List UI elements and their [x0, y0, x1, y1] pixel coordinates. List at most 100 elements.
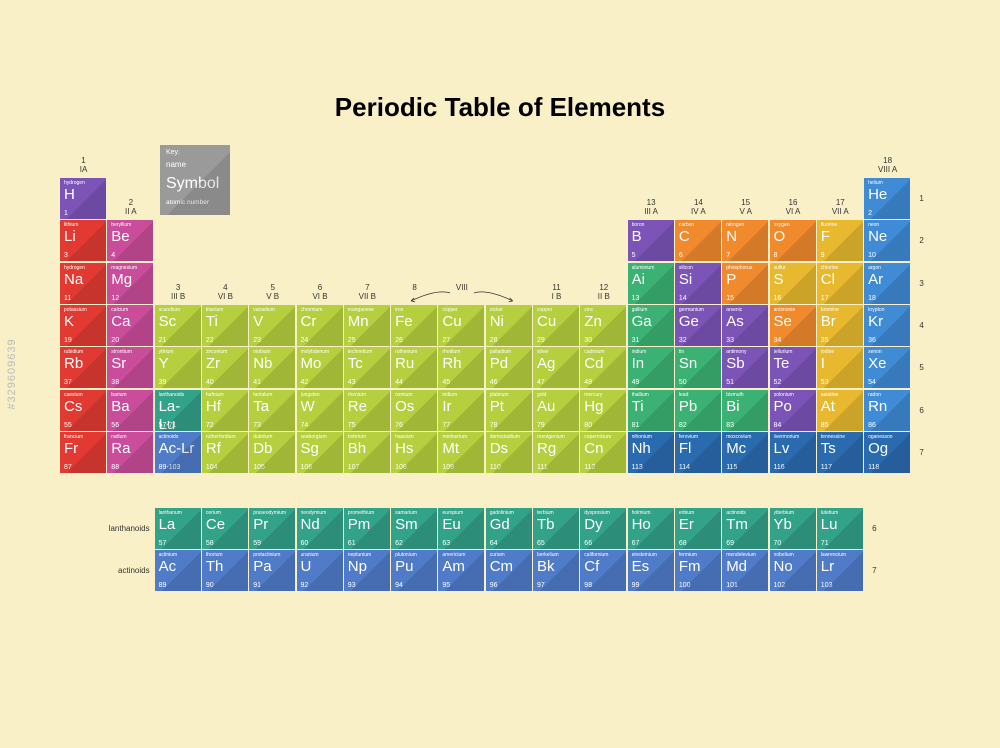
element-tile: fluorineF9 — [817, 220, 863, 261]
element-symbol: Ce — [206, 516, 244, 534]
element-symbol: Lv — [774, 440, 812, 458]
element-number: 20 — [111, 337, 119, 344]
element-tile: europiumEu63 — [438, 508, 484, 549]
element-number: 59 — [253, 540, 261, 547]
element-number: 116 — [774, 464, 785, 471]
element-number: 93 — [348, 582, 356, 589]
element-number: 29 — [537, 337, 545, 344]
element-symbol: Tb — [537, 516, 575, 534]
element-symbol: V — [253, 313, 291, 331]
element-number: 8 — [774, 252, 778, 259]
element-number: 76 — [395, 422, 403, 429]
element-symbol: Cn — [584, 440, 622, 458]
element-number: 54 — [868, 379, 876, 386]
element-tile: samariumSm62 — [391, 508, 437, 549]
element-symbol: Og — [868, 440, 906, 458]
element-tile: protactiniumPa91 — [249, 550, 295, 591]
element-number: 26 — [395, 337, 403, 344]
element-number: 39 — [159, 379, 167, 386]
element-symbol: Ar — [868, 271, 906, 289]
element-symbol: Pt — [490, 398, 528, 416]
element-number: 87 — [64, 464, 72, 471]
element-number: 60 — [301, 540, 309, 547]
element-tile: hydrogenNa11 — [60, 263, 106, 304]
element-tile: radiumRa88 — [107, 432, 153, 473]
element-symbol: Rg — [537, 440, 575, 458]
element-symbol: Ru — [395, 355, 433, 373]
element-number: 77 — [442, 422, 450, 429]
element-number: 106 — [301, 464, 313, 471]
element-tile: galliumGa31 — [628, 305, 674, 346]
element-number: 1 — [64, 210, 68, 217]
column-header: 18VIII A — [864, 156, 911, 174]
element-symbol: Cu — [537, 313, 575, 331]
element-symbol: Ra — [111, 440, 149, 458]
element-symbol: Ni — [490, 313, 528, 331]
element-symbol: Ta — [253, 398, 291, 416]
element-symbol: Pm — [348, 516, 386, 534]
element-symbol: Li — [64, 228, 102, 246]
element-symbol: Y — [159, 355, 197, 373]
element-tile: livermoriumLv116 — [770, 432, 816, 473]
element-tile: poloniumPo84 — [770, 390, 816, 431]
element-symbol: Ti — [632, 398, 670, 416]
element-symbol: As — [726, 313, 764, 331]
element-symbol: O — [774, 228, 812, 246]
element-symbol: Os — [395, 398, 433, 416]
element-symbol: Hg — [584, 398, 622, 416]
element-number: 107 — [348, 464, 360, 471]
element-number: 10 — [868, 252, 876, 259]
element-tile: chromiumCr24 — [297, 305, 343, 346]
element-tile: leadPb82 — [675, 390, 721, 431]
element-number: 35 — [821, 337, 829, 344]
element-tile: roentgeniumRg111 — [533, 432, 579, 473]
element-tile: titaniumTi22 — [202, 305, 248, 346]
element-number: 57-71 — [159, 422, 177, 429]
element-number: 40 — [206, 379, 214, 386]
element-number: 34 — [774, 337, 782, 344]
element-tile: moscoviumMc115 — [722, 432, 768, 473]
element-tile: molybdenumMo42 — [297, 347, 343, 388]
element-number: 67 — [632, 540, 640, 547]
element-tile: platinumPt78 — [486, 390, 532, 431]
element-number: 5 — [632, 252, 636, 259]
element-number: 41 — [253, 379, 261, 386]
element-symbol: Mg — [111, 271, 149, 289]
element-tile: copperCu27 — [438, 305, 484, 346]
element-tile: gadoliniumGd64 — [486, 508, 532, 549]
element-tile: actinoidsTm69 — [722, 508, 768, 549]
element-tile: darmstadtiumDs110 — [486, 432, 532, 473]
element-tile: telluriumTe52 — [770, 347, 816, 388]
element-symbol: At — [821, 398, 859, 416]
element-number: 13 — [632, 295, 640, 302]
element-tile: oganessonOg118 — [864, 432, 910, 473]
element-tile: magnesiumMg12 — [107, 263, 153, 304]
element-symbol: Ca — [111, 313, 149, 331]
element-symbol: Sg — [301, 440, 339, 458]
element-tile: tennessineTs117 — [817, 432, 863, 473]
element-tile: zincZn30 — [580, 305, 626, 346]
element-symbol: Ne — [868, 228, 906, 246]
element-symbol: Pr — [253, 516, 291, 534]
element-number: 112 — [584, 464, 595, 471]
element-tile: uraniumU92 — [297, 550, 343, 591]
period-label: 1 — [919, 194, 923, 203]
element-tile: yttriumY39 — [155, 347, 201, 388]
element-number: 52 — [774, 379, 782, 386]
element-symbol: F — [821, 228, 859, 246]
element-symbol: I — [821, 355, 859, 373]
period-label: 6 — [919, 406, 923, 415]
element-tile: nobeliumNo102 — [770, 550, 816, 591]
element-symbol: Pu — [395, 558, 433, 576]
element-tile: feroviumFl114 — [675, 432, 721, 473]
element-tile: carbonC6 — [675, 220, 721, 261]
element-number: 115 — [726, 464, 737, 471]
element-symbol: Rf — [206, 440, 244, 458]
element-symbol: Sr — [111, 355, 149, 373]
element-tile: lutetiumLu71 — [817, 508, 863, 549]
element-number: 82 — [679, 422, 687, 429]
element-symbol: Nd — [301, 516, 339, 534]
element-tile: silverAg47 — [533, 347, 579, 388]
element-tile: nickelNi28 — [486, 305, 532, 346]
element-symbol: U — [301, 558, 339, 576]
